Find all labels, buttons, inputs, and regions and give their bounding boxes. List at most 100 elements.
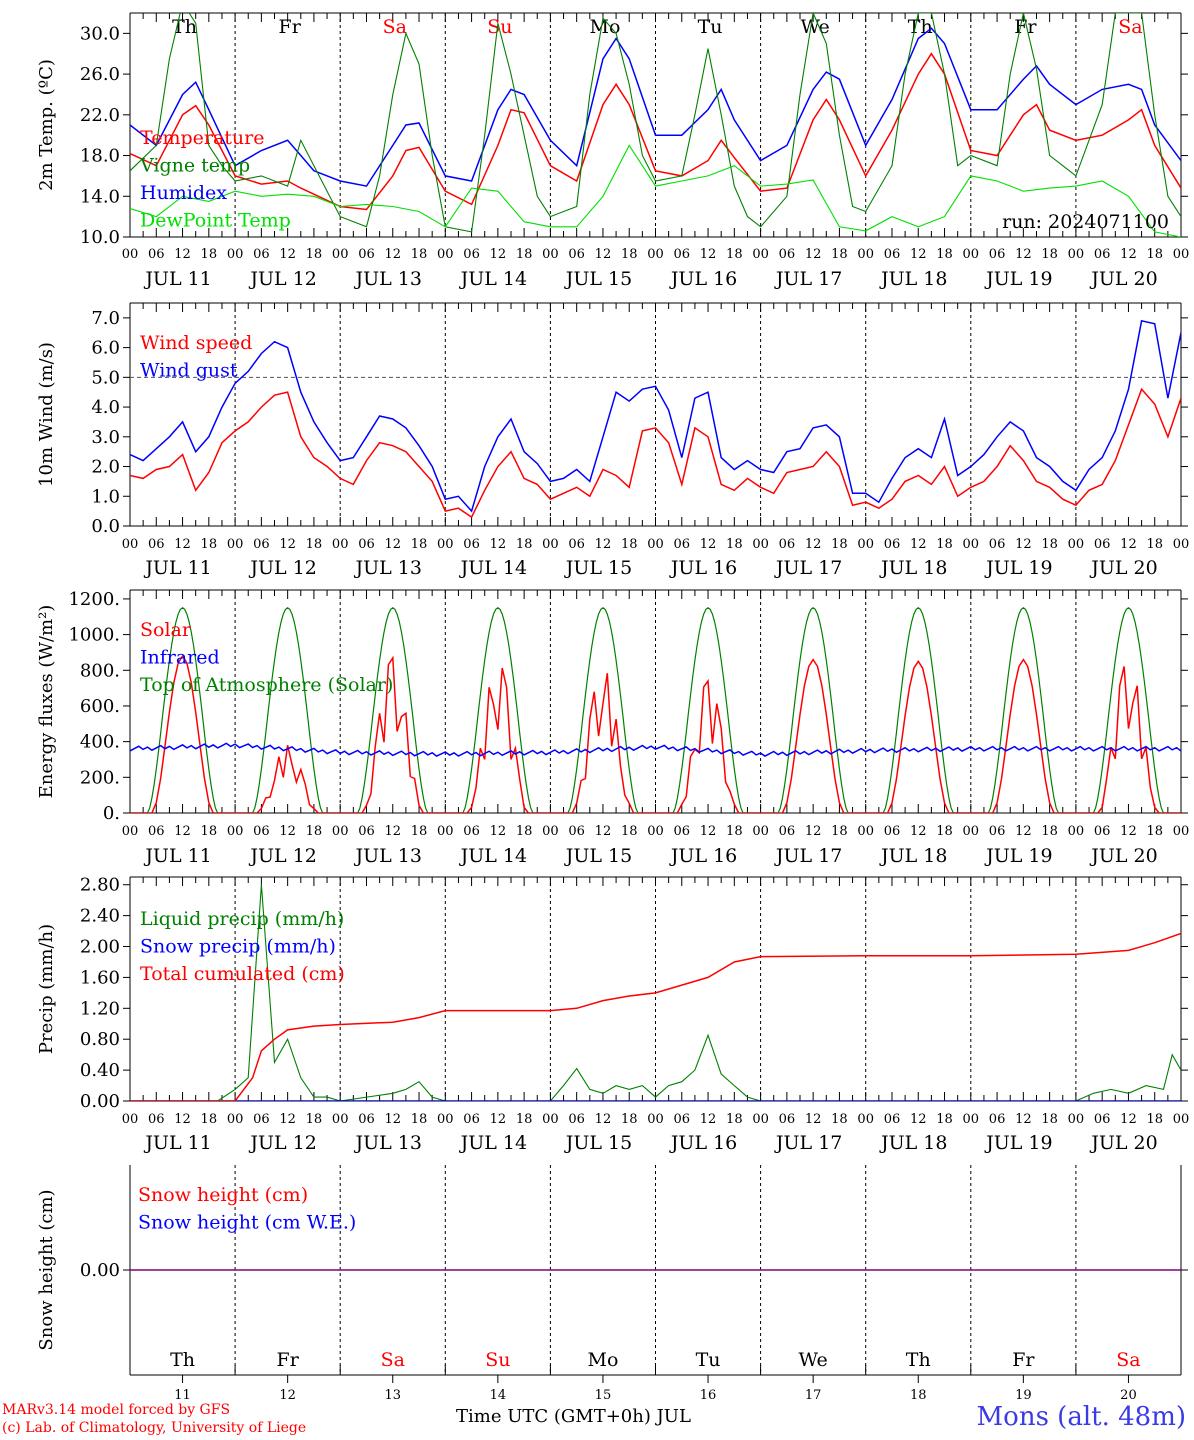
hour-tick-label: 00 bbox=[332, 1112, 349, 1127]
weekday-label: Fr bbox=[1014, 16, 1037, 38]
date-label: JUL 18 bbox=[879, 1132, 947, 1154]
hour-tick-label: 00 bbox=[1173, 537, 1190, 552]
plot-area-precip bbox=[130, 884, 1181, 1101]
hour-tick-label: 00 bbox=[963, 1112, 980, 1127]
weekday-label: Tu bbox=[698, 16, 723, 38]
legend-label: DewPoint Temp bbox=[140, 210, 291, 232]
weekday-label: Th bbox=[908, 16, 933, 38]
hour-tick-label: 12 bbox=[174, 247, 191, 262]
hour-tick-label: 18 bbox=[1146, 824, 1163, 839]
date-label: JUL 15 bbox=[564, 845, 632, 867]
panel-energy: 0. 200. 400. 600. 800. 1000. 1200. Energy fluxe… bbox=[36, 589, 1189, 867]
date-label: JUL 17 bbox=[774, 845, 842, 867]
weekday-label: Sa bbox=[383, 16, 407, 38]
hour-tick-label: 18 bbox=[306, 537, 323, 552]
hour-tick-label: 18 bbox=[516, 247, 533, 262]
legend-label: Humidex bbox=[140, 182, 227, 204]
hour-tick-label: 18 bbox=[516, 1112, 533, 1127]
date-label: JUL 11 bbox=[143, 557, 211, 579]
hour-tick-label: 00 bbox=[963, 537, 980, 552]
hour-tick-label: 00 bbox=[437, 824, 454, 839]
y-tick-label: 10.0 bbox=[80, 227, 120, 248]
hour-tick-label: 06 bbox=[884, 247, 901, 262]
hour-tick-label: 18 bbox=[411, 537, 428, 552]
y-tick-label: 800. bbox=[80, 660, 120, 681]
hour-tick-label: 00 bbox=[963, 824, 980, 839]
hour-tick-label: 12 bbox=[174, 1112, 191, 1127]
station-name: Mons (alt. 48m) bbox=[976, 1402, 1186, 1432]
hour-tick-label: 12 bbox=[1015, 247, 1032, 262]
y-tick-label: 0.00 bbox=[80, 1091, 120, 1112]
hour-tick-label: 06 bbox=[568, 537, 585, 552]
hour-tick-label: 00 bbox=[647, 824, 664, 839]
y-tick-label: 2.40 bbox=[80, 906, 120, 927]
hour-tick-label: 06 bbox=[884, 537, 901, 552]
weekday-label: Sa bbox=[1118, 16, 1142, 38]
legend-label: Snow height (cm) bbox=[138, 1184, 308, 1206]
hour-tick-label: 00 bbox=[752, 247, 769, 262]
hour-tick-label: 18 bbox=[1146, 247, 1163, 262]
day-number-label: 16 bbox=[700, 1388, 717, 1403]
hour-tick-label: 18 bbox=[306, 1112, 323, 1127]
hour-tick-label: 00 bbox=[332, 824, 349, 839]
day-number-label: 14 bbox=[490, 1388, 507, 1403]
weekday-label: Sa bbox=[1116, 1349, 1140, 1371]
legend-label: Wind gust bbox=[140, 360, 238, 382]
day-number-label: 20 bbox=[1120, 1388, 1137, 1403]
date-label: JUL 18 bbox=[879, 557, 947, 579]
date-label: JUL 15 bbox=[564, 1132, 632, 1154]
date-label: JUL 11 bbox=[143, 845, 211, 867]
day-number-label: 19 bbox=[1015, 1388, 1032, 1403]
hour-tick-label: 06 bbox=[779, 1112, 796, 1127]
y-tick-label: 0. bbox=[103, 803, 120, 824]
legend-label: Solar bbox=[140, 619, 192, 641]
hour-tick-label: 12 bbox=[1120, 537, 1137, 552]
hour-tick-label: 06 bbox=[148, 824, 165, 839]
hour-tick-label: 06 bbox=[1094, 1112, 1111, 1127]
hour-tick-label: 12 bbox=[910, 1112, 927, 1127]
hour-tick-label: 06 bbox=[674, 824, 691, 839]
hour-tick-label: 12 bbox=[384, 247, 401, 262]
hour-tick-label: 06 bbox=[253, 1112, 270, 1127]
legend-label: Wind speed bbox=[140, 332, 252, 354]
day-number-label: 15 bbox=[595, 1388, 612, 1403]
hour-tick-label: 06 bbox=[358, 824, 375, 839]
series-infrared bbox=[130, 742, 1181, 757]
hour-tick-label: 00 bbox=[752, 824, 769, 839]
hour-tick-label: 06 bbox=[358, 1112, 375, 1127]
hour-tick-label: 12 bbox=[490, 1112, 507, 1127]
hour-tick-label: 00 bbox=[122, 824, 139, 839]
hour-tick-label: 18 bbox=[1041, 537, 1058, 552]
hour-tick-label: 00 bbox=[122, 1112, 139, 1127]
y-axis-title: 10m Wind (m/s) bbox=[36, 342, 57, 487]
weekday-label: Mo bbox=[587, 1349, 618, 1371]
day-number-label: 12 bbox=[279, 1388, 296, 1403]
panel-wind: 0.0 1.0 2.0 3.0 4.0 5.0 6.0 7.0 10m Wind (m/s) 00… bbox=[36, 302, 1190, 579]
date-label: JUL 13 bbox=[354, 845, 422, 867]
weekday-label: Su bbox=[485, 1349, 510, 1371]
hour-tick-label: 12 bbox=[595, 247, 612, 262]
hour-tick-label: 18 bbox=[201, 1112, 218, 1127]
panel-snow: 0.00 Snow height (cm) Snow height (cm) Snow… bbox=[36, 1165, 1188, 1403]
y-tick-label: 4.0 bbox=[91, 397, 120, 418]
hour-tick-label: 06 bbox=[358, 537, 375, 552]
date-label: JUL 12 bbox=[248, 268, 316, 290]
y-tick-label: 26.0 bbox=[80, 64, 120, 85]
hour-tick-label: 06 bbox=[463, 537, 480, 552]
y-tick-label: 0.80 bbox=[80, 1029, 120, 1050]
hour-tick-label: 00 bbox=[857, 247, 874, 262]
hour-tick-label: 00 bbox=[542, 537, 559, 552]
plot-area-energy bbox=[130, 607, 1181, 813]
hour-tick-label: 18 bbox=[726, 824, 743, 839]
hour-tick-label: 00 bbox=[227, 247, 244, 262]
series-solar bbox=[130, 654, 1181, 813]
hour-tick-label: 18 bbox=[936, 247, 953, 262]
legend-label: Temperature bbox=[140, 127, 264, 149]
hour-tick-label: 00 bbox=[332, 537, 349, 552]
hour-tick-label: 00 bbox=[963, 247, 980, 262]
hour-tick-label: 00 bbox=[1173, 1112, 1190, 1127]
day-number-label: 17 bbox=[805, 1388, 822, 1403]
hour-tick-label: 12 bbox=[384, 1112, 401, 1127]
y-axis-title: Snow height (cm) bbox=[36, 1189, 57, 1350]
hour-tick-label: 12 bbox=[490, 247, 507, 262]
